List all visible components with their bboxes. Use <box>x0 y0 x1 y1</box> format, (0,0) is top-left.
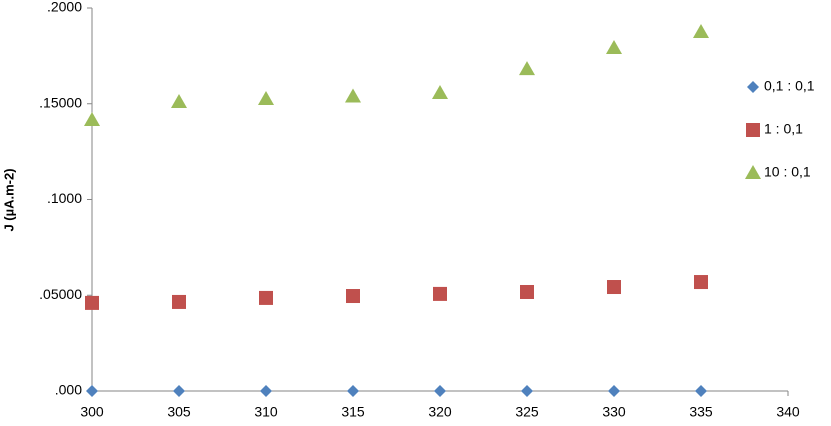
x-tick-label: 300 <box>80 404 104 420</box>
x-tick-label: 315 <box>341 404 365 420</box>
marker-square <box>520 284 534 299</box>
y-tick-label: .000 <box>55 382 82 398</box>
marker-triangle <box>606 40 622 55</box>
marker-square <box>172 294 186 309</box>
marker-triangle <box>171 94 187 109</box>
marker-diamond <box>260 385 272 397</box>
y-tick-label: .15000 <box>39 94 82 110</box>
marker-diamond <box>747 81 759 93</box>
marker-diamond <box>347 385 359 397</box>
y-axis-label: J (µA.m-2) <box>1 168 16 231</box>
marker-diamond <box>173 385 185 397</box>
marker-triangle <box>432 85 448 100</box>
x-tick-label: 320 <box>428 404 452 420</box>
marker-diamond <box>695 385 707 397</box>
marker-square <box>346 289 360 304</box>
marker-square <box>259 290 273 305</box>
x-tick-label: 325 <box>515 404 539 420</box>
marker-triangle <box>519 61 535 76</box>
x-tick-label: 335 <box>689 404 713 420</box>
y-tick-label: .1000 <box>47 190 82 206</box>
marker-diamond <box>86 385 98 397</box>
x-tick-label: 305 <box>167 404 191 420</box>
legend-label: 10 : 0,1 <box>764 164 811 180</box>
marker-triangle <box>693 23 709 38</box>
marker-triangle <box>745 165 761 179</box>
marker-square <box>85 295 99 310</box>
x-tick-label: 310 <box>254 404 278 420</box>
legend-label: 1 : 0,1 <box>764 121 803 137</box>
y-tick-label: .05000 <box>39 286 82 302</box>
y-tick-label: .2000 <box>47 0 82 15</box>
legend-label: 0,1 : 0,1 <box>764 78 815 94</box>
marker-diamond <box>608 385 620 397</box>
marker-triangle <box>345 88 361 103</box>
marker-diamond <box>521 385 533 397</box>
x-tick-label: 330 <box>602 404 626 420</box>
marker-square <box>746 123 760 137</box>
x-tick-label: 340 <box>776 404 800 420</box>
marker-square <box>694 275 708 290</box>
marker-square <box>433 286 447 301</box>
marker-diamond <box>434 385 446 397</box>
marker-triangle <box>258 90 274 105</box>
marker-triangle <box>84 112 100 127</box>
marker-square <box>607 280 621 295</box>
